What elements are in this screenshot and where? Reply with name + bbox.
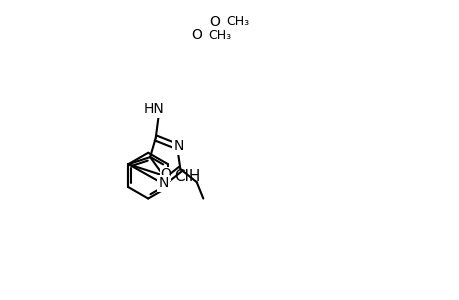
Text: HN: HN [143, 102, 164, 116]
Text: O: O [160, 167, 171, 181]
Text: CH₃: CH₃ [226, 15, 249, 28]
Text: N: N [158, 176, 168, 190]
Text: O: O [190, 28, 202, 42]
Text: ClH: ClH [174, 169, 200, 184]
Text: CH₃: CH₃ [208, 29, 231, 42]
Text: N: N [173, 140, 183, 153]
Text: O: O [209, 14, 219, 28]
